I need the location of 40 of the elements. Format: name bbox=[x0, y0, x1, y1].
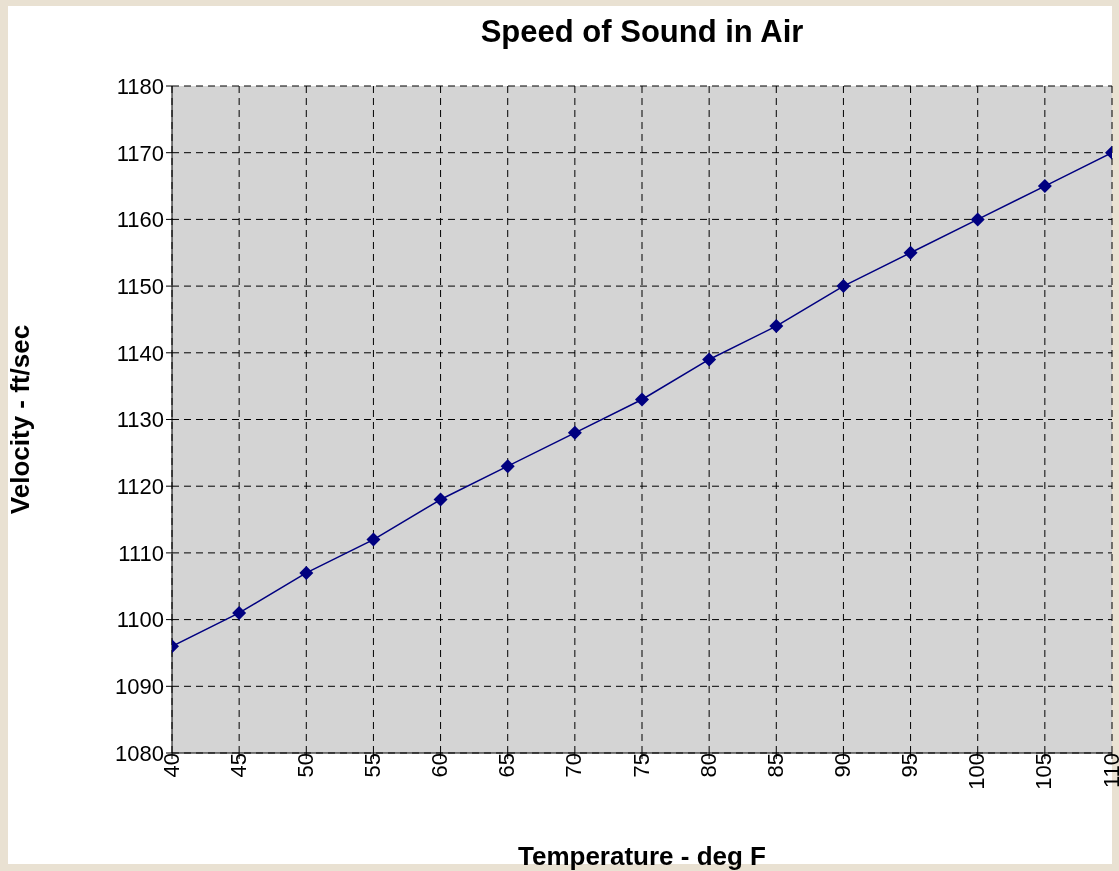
x-tick-label: 100 bbox=[964, 753, 990, 790]
x-tick-label: 80 bbox=[695, 753, 721, 778]
y-tick-label: 1090 bbox=[115, 674, 164, 700]
point bbox=[299, 565, 314, 580]
point bbox=[1037, 179, 1052, 194]
y-tick-label: 1100 bbox=[116, 607, 164, 633]
chart-title: Speed of Sound in Air bbox=[479, 14, 805, 50]
point bbox=[769, 319, 784, 334]
x-tick-label: 110 bbox=[1098, 753, 1119, 789]
x-tick-label: 65 bbox=[494, 753, 520, 778]
point bbox=[836, 279, 851, 294]
point bbox=[500, 459, 515, 474]
x-tick-label: 90 bbox=[830, 753, 856, 778]
point bbox=[970, 212, 985, 227]
x-tick-label: 55 bbox=[360, 753, 386, 778]
y-tick-label: 1110 bbox=[118, 540, 164, 566]
x-axis-title: Temperature - deg F bbox=[517, 841, 767, 871]
y-tick-label: 1170 bbox=[116, 140, 164, 166]
y-tick-label: 1120 bbox=[116, 474, 164, 500]
point bbox=[567, 425, 582, 440]
point bbox=[702, 352, 717, 367]
x-tick-label: 70 bbox=[561, 753, 587, 778]
x-tick-label: 50 bbox=[292, 753, 318, 778]
x-tick-label: 105 bbox=[1031, 753, 1057, 790]
y-tick-label: 1130 bbox=[116, 407, 164, 433]
point bbox=[366, 532, 381, 547]
y-tick-label: 1180 bbox=[116, 73, 164, 99]
y-tick-label: 1160 bbox=[116, 207, 164, 233]
y-axis-title: Velocity - ft/sec bbox=[5, 324, 36, 515]
point bbox=[433, 492, 448, 507]
x-tick-label: 95 bbox=[897, 753, 923, 778]
y-tick-label: 1150 bbox=[116, 273, 164, 299]
x-tick-label: 45 bbox=[225, 753, 251, 778]
point bbox=[635, 392, 649, 407]
y-tick-label: 1140 bbox=[116, 340, 164, 366]
x-tick-label: 60 bbox=[427, 753, 453, 778]
x-tick-label: 75 bbox=[628, 753, 654, 778]
point bbox=[232, 605, 247, 620]
x-tick-label: 85 bbox=[762, 753, 788, 778]
point bbox=[903, 245, 918, 260]
